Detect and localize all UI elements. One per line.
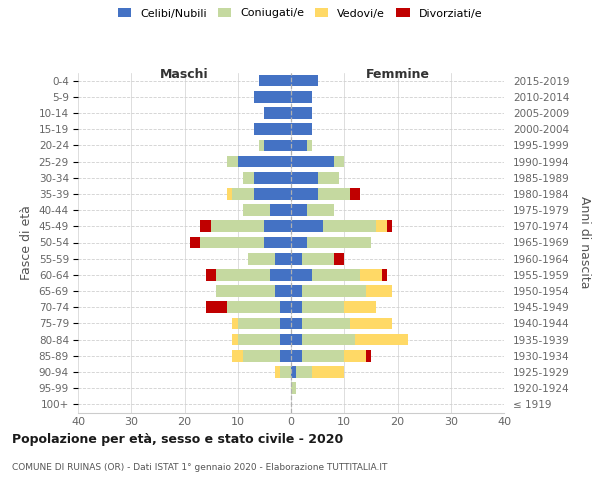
- Bar: [206, 269, 217, 280]
- Bar: [291, 204, 307, 216]
- Bar: [291, 285, 302, 297]
- Bar: [302, 285, 365, 297]
- Bar: [291, 366, 296, 378]
- Bar: [243, 204, 270, 216]
- Bar: [323, 220, 376, 232]
- Bar: [270, 269, 291, 280]
- Bar: [302, 318, 350, 330]
- Bar: [317, 188, 350, 200]
- Bar: [350, 318, 392, 330]
- Bar: [291, 350, 302, 362]
- Bar: [334, 253, 344, 264]
- Bar: [232, 188, 254, 200]
- Text: COMUNE DI RUINAS (OR) - Dati ISTAT 1° gennaio 2020 - Elaborazione TUTTITALIA.IT: COMUNE DI RUINAS (OR) - Dati ISTAT 1° ge…: [12, 462, 388, 471]
- Bar: [291, 302, 302, 313]
- Bar: [382, 269, 387, 280]
- Bar: [291, 220, 323, 232]
- Bar: [291, 156, 334, 168]
- Bar: [227, 156, 238, 168]
- Bar: [200, 236, 265, 248]
- Bar: [280, 366, 291, 378]
- Bar: [302, 334, 355, 345]
- Bar: [211, 220, 265, 232]
- Bar: [227, 188, 232, 200]
- Bar: [302, 302, 344, 313]
- Bar: [291, 188, 317, 200]
- Bar: [280, 334, 291, 345]
- Bar: [350, 188, 360, 200]
- Bar: [344, 350, 365, 362]
- Bar: [291, 107, 313, 119]
- Bar: [232, 350, 243, 362]
- Bar: [376, 220, 387, 232]
- Bar: [238, 318, 280, 330]
- Legend: Celibi/Nubili, Coniugati/e, Vedovi/e, Divorziati/e: Celibi/Nubili, Coniugati/e, Vedovi/e, Di…: [118, 8, 482, 18]
- Bar: [200, 220, 211, 232]
- Bar: [275, 253, 291, 264]
- Bar: [243, 350, 280, 362]
- Bar: [238, 156, 291, 168]
- Bar: [291, 236, 307, 248]
- Bar: [317, 172, 339, 184]
- Bar: [238, 334, 280, 345]
- Bar: [206, 302, 227, 313]
- Bar: [360, 269, 382, 280]
- Bar: [217, 269, 270, 280]
- Bar: [243, 172, 254, 184]
- Bar: [387, 220, 392, 232]
- Bar: [291, 91, 313, 102]
- Bar: [365, 350, 371, 362]
- Bar: [291, 334, 302, 345]
- Bar: [280, 318, 291, 330]
- Bar: [265, 140, 291, 151]
- Bar: [254, 91, 291, 102]
- Bar: [280, 350, 291, 362]
- Bar: [254, 172, 291, 184]
- Bar: [275, 366, 280, 378]
- Bar: [265, 220, 291, 232]
- Bar: [291, 140, 307, 151]
- Bar: [270, 204, 291, 216]
- Bar: [355, 334, 408, 345]
- Bar: [291, 124, 313, 135]
- Bar: [259, 140, 265, 151]
- Bar: [291, 75, 317, 86]
- Bar: [275, 285, 291, 297]
- Bar: [217, 285, 275, 297]
- Bar: [307, 204, 334, 216]
- Bar: [254, 188, 291, 200]
- Text: Femmine: Femmine: [365, 68, 430, 80]
- Bar: [291, 253, 302, 264]
- Bar: [313, 269, 360, 280]
- Bar: [344, 302, 376, 313]
- Bar: [227, 302, 280, 313]
- Bar: [291, 382, 296, 394]
- Bar: [291, 318, 302, 330]
- Bar: [190, 236, 200, 248]
- Y-axis label: Anni di nascita: Anni di nascita: [578, 196, 591, 288]
- Bar: [259, 75, 291, 86]
- Bar: [313, 366, 344, 378]
- Bar: [307, 236, 371, 248]
- Bar: [365, 285, 392, 297]
- Bar: [302, 350, 344, 362]
- Bar: [232, 334, 238, 345]
- Bar: [334, 156, 344, 168]
- Bar: [265, 236, 291, 248]
- Y-axis label: Fasce di età: Fasce di età: [20, 205, 33, 280]
- Bar: [302, 253, 334, 264]
- Bar: [254, 124, 291, 135]
- Bar: [248, 253, 275, 264]
- Bar: [296, 366, 313, 378]
- Bar: [280, 302, 291, 313]
- Bar: [265, 107, 291, 119]
- Text: Popolazione per età, sesso e stato civile - 2020: Popolazione per età, sesso e stato civil…: [12, 432, 343, 446]
- Bar: [232, 318, 238, 330]
- Bar: [291, 269, 313, 280]
- Text: Maschi: Maschi: [160, 68, 209, 80]
- Bar: [291, 172, 317, 184]
- Bar: [307, 140, 313, 151]
